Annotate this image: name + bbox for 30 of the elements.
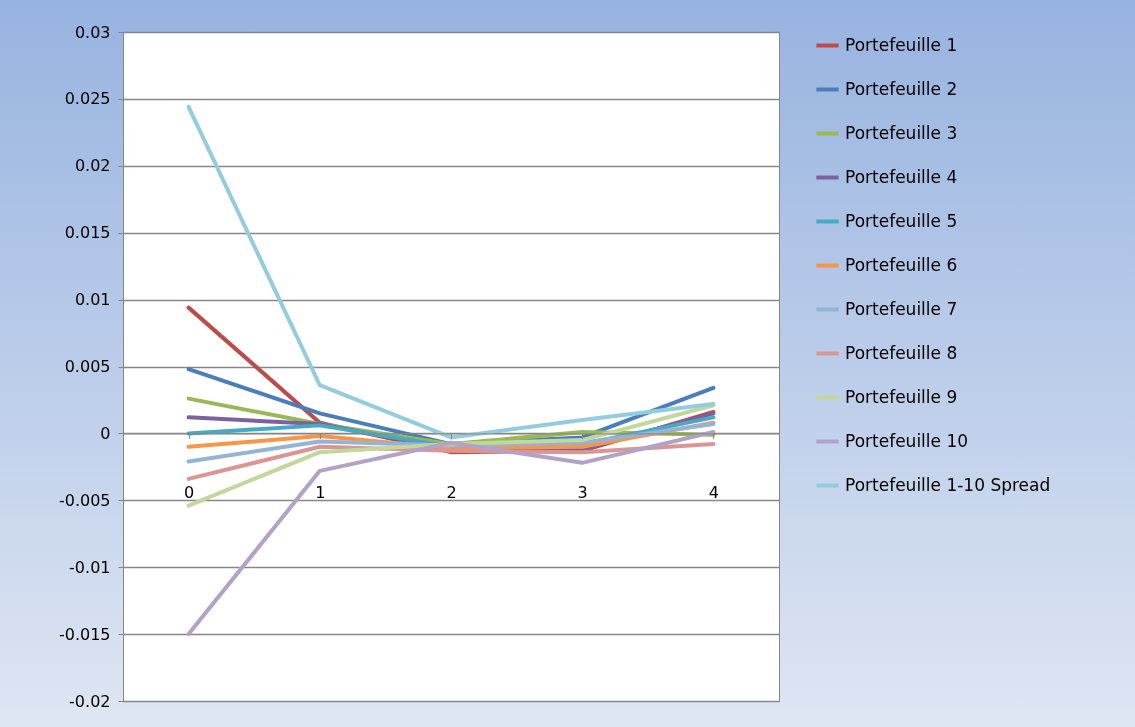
line-series	[186, 104, 716, 440]
legend-label: Portefeuille 8	[845, 342, 958, 363]
legend-label: Portefeuille 3	[845, 122, 958, 143]
line-series	[186, 403, 716, 508]
line-series	[186, 430, 716, 637]
x-tick-label: 1	[315, 482, 326, 502]
y-tick-label: 0.005	[64, 357, 111, 376]
legend-label: Portefeuille 7	[845, 298, 958, 319]
x-tick-label: 4	[708, 482, 719, 502]
y-tick-label: 0.015	[64, 223, 111, 243]
legend-label: Portefeuille 1-10 Spread	[845, 474, 1051, 495]
y-tick-label: -0.02	[69, 691, 111, 711]
legend-label: Portefeuille 9	[845, 386, 958, 407]
legend-label: Portefeuille 5	[845, 210, 958, 231]
legend-label: Portefeuille 10	[845, 430, 969, 451]
legend-label: Portefeuille 4	[845, 166, 958, 187]
legend-label: Portefeuille 6	[845, 254, 958, 275]
y-tick-label: 0.03	[74, 22, 111, 42]
y-tick-label: -0.005	[58, 490, 111, 510]
legend-label: Portefeuille 1	[845, 34, 958, 55]
y-tick-label: -0.015	[58, 624, 111, 644]
x-tick-label: 2	[446, 482, 457, 502]
legend-label: Portefeuille 2	[845, 78, 958, 99]
y-tick-label: 0.02	[74, 156, 111, 176]
x-tick-label: 0	[184, 482, 195, 502]
y-tick-label: 0.01	[74, 290, 111, 310]
y-tick-label: -0.01	[69, 557, 111, 577]
y-tick-label: 0	[100, 423, 111, 443]
x-tick-label: 3	[577, 482, 588, 502]
y-tick-label: 0.025	[64, 89, 111, 109]
